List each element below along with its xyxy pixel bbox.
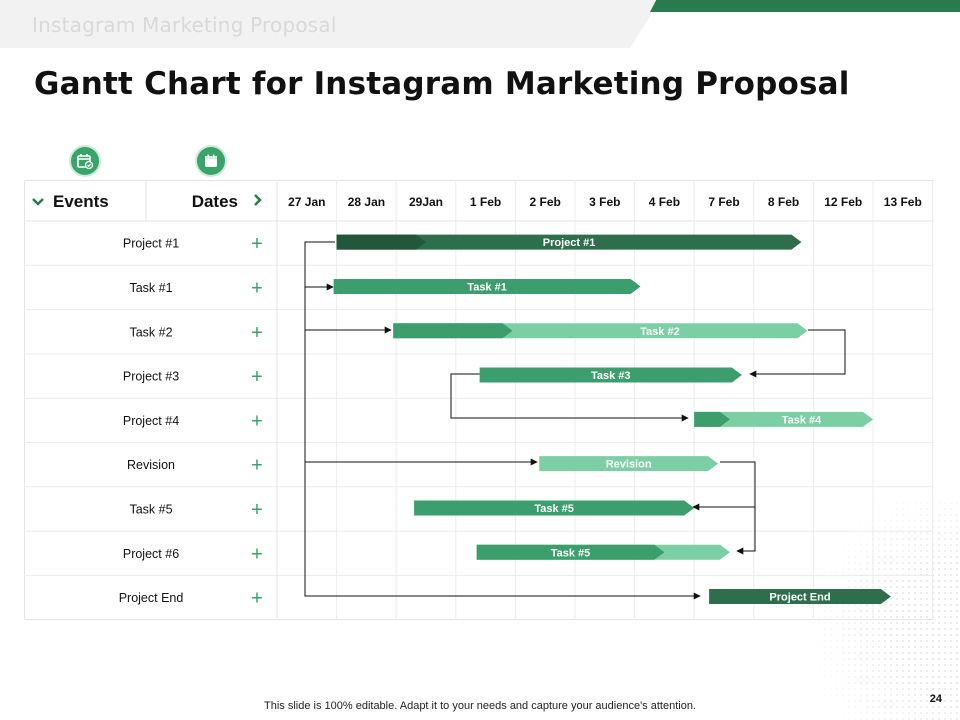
chevron-right-icon bbox=[254, 194, 262, 206]
add-icon[interactable]: + bbox=[251, 588, 263, 610]
date-header-8: 8 Feb bbox=[768, 195, 799, 209]
event-label-0: Project #1 bbox=[123, 237, 179, 251]
gantt-bar-1: Task #1 bbox=[333, 278, 641, 294]
bar-segment bbox=[333, 278, 641, 294]
events-header: Events bbox=[53, 192, 109, 211]
add-icon[interactable]: + bbox=[251, 277, 263, 299]
bar-label-2: Task #2 bbox=[640, 326, 680, 338]
bar-label-7: Task #5 bbox=[551, 547, 591, 559]
bar-segment bbox=[539, 456, 719, 472]
date-header-5: 3 Feb bbox=[589, 195, 620, 209]
bar-tail-segment bbox=[694, 411, 873, 427]
gantt-bar-8: Project End bbox=[709, 589, 891, 605]
bar-lead-segment bbox=[694, 411, 730, 427]
connector-project1-taskend bbox=[304, 241, 701, 600]
add-icon[interactable]: + bbox=[251, 455, 263, 477]
bar-segment bbox=[414, 500, 695, 516]
dot-pattern-decoration bbox=[780, 500, 960, 720]
connector-task3-task4 bbox=[450, 373, 689, 422]
page-number: 24 bbox=[929, 693, 942, 705]
bar-label-6: Task #5 bbox=[534, 503, 574, 515]
add-icon[interactable]: + bbox=[251, 499, 263, 521]
calendar-icon bbox=[197, 147, 225, 175]
chevron-down-icon bbox=[32, 198, 44, 206]
bar-lead-segment bbox=[336, 234, 426, 250]
bar-label-0: Project #1 bbox=[543, 237, 596, 249]
header-text: Instagram Marketing Proposal bbox=[32, 13, 337, 37]
gantt-bar-0: Project #1 bbox=[336, 234, 802, 250]
bar-lead-segment bbox=[476, 544, 665, 560]
bar-label-8: Project End bbox=[769, 592, 830, 604]
bar-main-segment bbox=[336, 234, 802, 250]
gantt-bar-5: Revision bbox=[539, 456, 719, 472]
date-header-3: 1 Feb bbox=[470, 195, 501, 209]
gantt-bar-2: Task #2 bbox=[393, 323, 808, 339]
date-header-10: 13 Feb bbox=[884, 195, 922, 209]
footer-note: This slide is 100% editable. Adapt it to… bbox=[264, 700, 696, 712]
connector-task2-task3 bbox=[749, 329, 846, 378]
gantt-bar-6: Task #5 bbox=[414, 500, 695, 516]
header-band bbox=[0, 0, 660, 48]
event-label-3: Project #3 bbox=[123, 370, 179, 384]
dates-header: Dates bbox=[192, 192, 238, 211]
event-label-6: Task #5 bbox=[129, 502, 172, 516]
event-label-2: Task #2 bbox=[129, 325, 172, 339]
add-icon[interactable]: + bbox=[251, 233, 263, 255]
gantt-bar-7: Task #5 bbox=[476, 544, 730, 560]
bar-segment bbox=[709, 589, 891, 605]
date-header-1: 28 Jan bbox=[348, 195, 385, 209]
add-icon[interactable]: + bbox=[251, 543, 263, 565]
bar-segment bbox=[479, 367, 742, 383]
add-icon[interactable]: + bbox=[251, 322, 263, 344]
add-icon[interactable]: + bbox=[251, 410, 263, 432]
date-header-2: 29Jan bbox=[409, 195, 443, 209]
bar-label-3: Task #3 bbox=[591, 370, 631, 382]
bar-label-4: Task #4 bbox=[782, 414, 822, 426]
bar-label-5: Revision bbox=[606, 459, 652, 471]
gantt-bar-4: Task #4 bbox=[694, 411, 873, 427]
bar-lead-segment bbox=[393, 323, 513, 339]
date-header-6: 4 Feb bbox=[649, 195, 680, 209]
date-header-9: 12 Feb bbox=[824, 195, 862, 209]
event-label-4: Project #4 bbox=[123, 414, 179, 428]
date-header-7: 7 Feb bbox=[708, 195, 739, 209]
bar-label-1: Task #1 bbox=[467, 281, 507, 293]
connector-revision-tasks bbox=[692, 461, 756, 511]
event-label-1: Task #1 bbox=[129, 281, 172, 295]
gantt-bar-3: Task #3 bbox=[479, 367, 742, 383]
event-label-8: Project End bbox=[119, 591, 184, 605]
connector-revision-project6 bbox=[736, 507, 756, 555]
calendar-check-icon bbox=[71, 147, 99, 175]
accent-bar bbox=[650, 0, 960, 12]
event-label-5: Revision bbox=[127, 458, 175, 472]
event-label-7: Project #6 bbox=[123, 547, 179, 561]
date-header-0: 27 Jan bbox=[288, 195, 325, 209]
page-title: Gantt Chart for Instagram Marketing Prop… bbox=[34, 66, 850, 102]
date-header-4: 2 Feb bbox=[530, 195, 561, 209]
add-icon[interactable]: + bbox=[251, 366, 263, 388]
